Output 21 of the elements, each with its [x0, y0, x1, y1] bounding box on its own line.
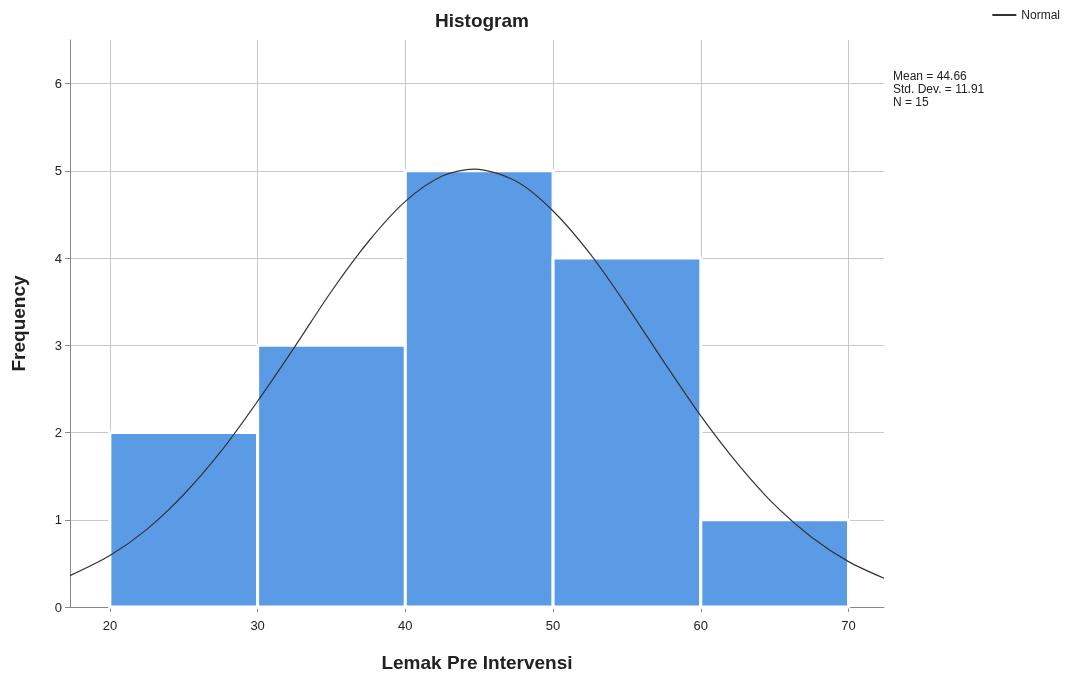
x-tick-label: 30 — [250, 618, 265, 633]
x-tick-label: 60 — [693, 618, 709, 633]
y-axis-title: Frequency — [8, 275, 29, 372]
x-tick-label: 40 — [398, 618, 413, 633]
x-tick-label: 70 — [841, 618, 856, 633]
line-series — [69, 168, 885, 579]
text: N = 15 — [893, 94, 930, 109]
y-tick-label: 0 — [54, 599, 62, 615]
text: Mean = 44.66 — [893, 68, 968, 83]
chart-title: Histogram — [435, 10, 529, 31]
y-tick-label: 6 — [54, 76, 62, 92]
x-tick-label: 50 — [545, 618, 561, 633]
y-tick-label: 4 — [54, 250, 62, 266]
y-tick-label: 1 — [54, 512, 62, 528]
y-tick-label: 2 — [54, 425, 62, 441]
legend-label: Normal — [1021, 8, 1060, 22]
y-tick-label: 3 — [54, 337, 62, 353]
x-tick-label: 20 — [102, 618, 118, 633]
text: Std. Dev. = 11.91 — [893, 81, 985, 96]
y-tick-label: 5 — [54, 163, 62, 179]
x-axis-title: Lemak Pre Intervensi — [381, 652, 573, 673]
